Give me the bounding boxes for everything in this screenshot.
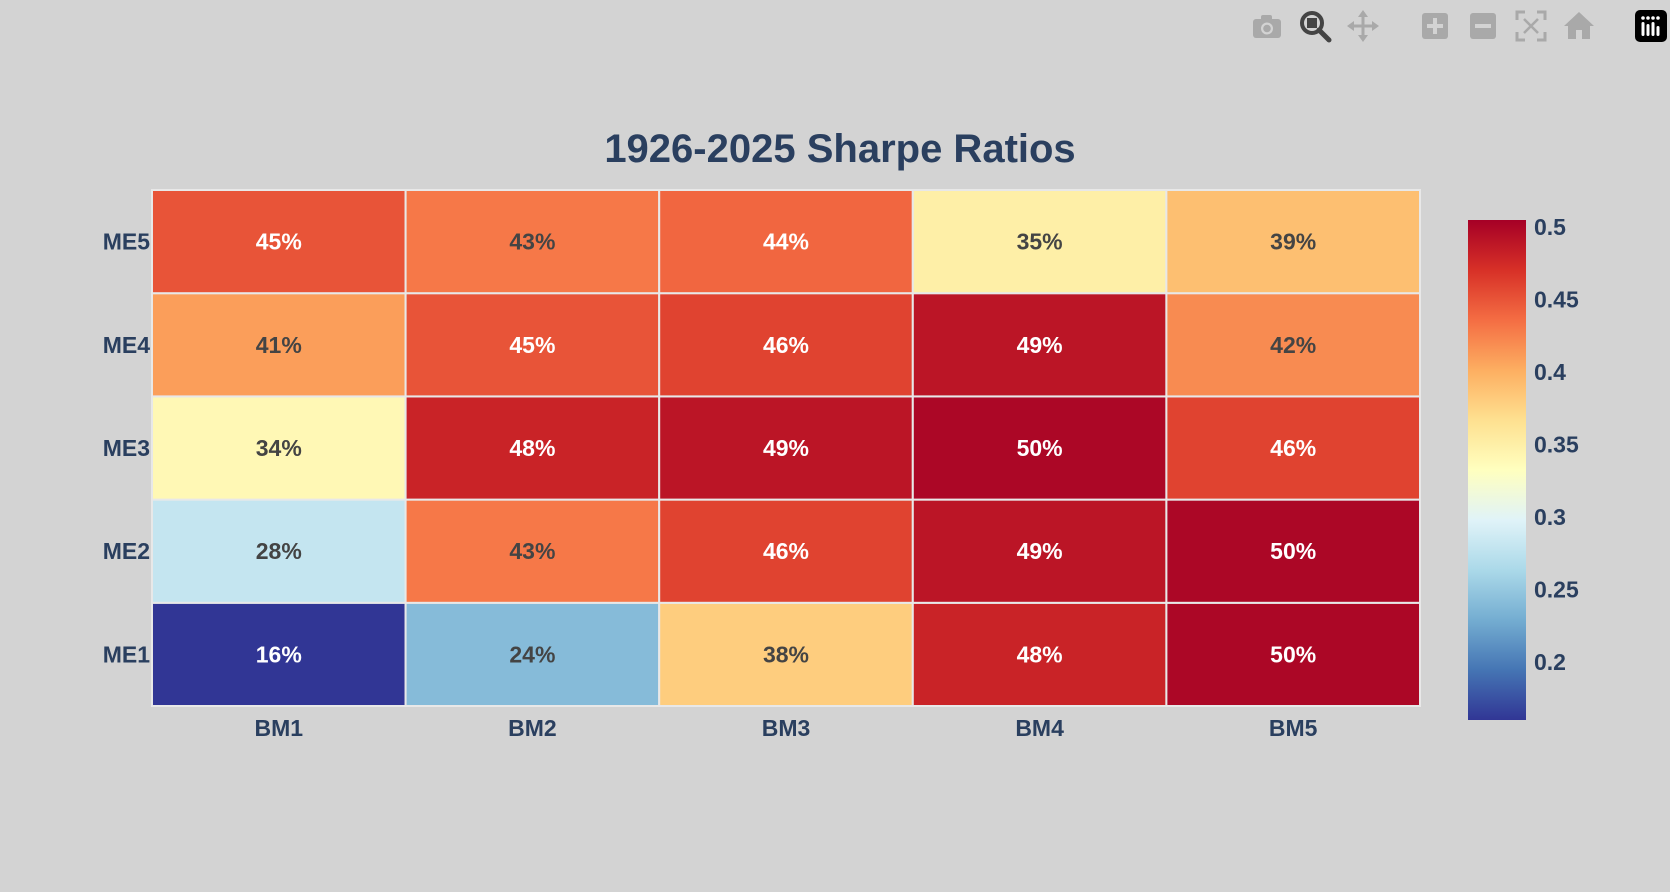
- heatmap-cell-me1-bm4[interactable]: [911, 601, 1168, 707]
- heatmap-cell-me5-bm5[interactable]: [1165, 189, 1422, 295]
- cell-label: 48%: [509, 435, 555, 461]
- zoom-in-button[interactable]: [1416, 7, 1454, 45]
- y-tick-label: ME2: [103, 538, 150, 564]
- camera-icon: [1250, 9, 1284, 43]
- heatmap-cell-me3-bm1[interactable]: [151, 395, 407, 501]
- autoscale-icon: [1514, 9, 1548, 43]
- heatmap-cells: 16% 24% 38% 48% 50% 28% 43% 46% 49% 50% 34% 48% 49% 5…: [151, 189, 1422, 707]
- plotly-logo-icon: [1634, 9, 1668, 43]
- cell-label: 50%: [1270, 641, 1316, 667]
- cell-label: 48%: [1017, 641, 1063, 667]
- colorbar-tick-label: 0.5: [1534, 214, 1566, 240]
- colorbar-tick-label: 0.2: [1534, 649, 1566, 675]
- cell-label: 49%: [763, 435, 809, 461]
- heatmap-cell-me2-bm5[interactable]: [1165, 498, 1422, 604]
- cell-label: 50%: [1017, 435, 1063, 461]
- pan-icon: [1346, 9, 1380, 43]
- colorbar-tick-label: 0.4: [1534, 359, 1566, 385]
- heatmap-cell-me4-bm1[interactable]: [151, 292, 407, 398]
- zoom-icon: [1298, 9, 1332, 43]
- cell-label: 38%: [763, 641, 809, 667]
- heatmap-cell-me2-bm2[interactable]: [404, 498, 661, 604]
- autoscale-button[interactable]: [1512, 7, 1550, 45]
- colorbar-tick-label: 0.25: [1534, 577, 1579, 603]
- cell-label: 24%: [509, 641, 555, 667]
- x-tick-label: BM2: [508, 715, 557, 741]
- chart-title: 1926-2025 Sharpe Ratios: [604, 127, 1075, 171]
- cell-label: 34%: [256, 435, 302, 461]
- pan-button[interactable]: [1344, 7, 1382, 45]
- cell-label: 41%: [256, 332, 302, 358]
- cell-label: 45%: [509, 332, 555, 358]
- zoom-out-icon: [1466, 9, 1500, 43]
- home-icon: [1562, 9, 1596, 43]
- cell-label: 43%: [509, 538, 555, 564]
- camera-button[interactable]: [1248, 7, 1286, 45]
- colorbar-tick-label: 0.35: [1534, 432, 1579, 458]
- cell-label: 49%: [1017, 538, 1063, 564]
- heatmap-cell-me3-bm2[interactable]: [404, 395, 661, 501]
- cell-label: 28%: [256, 538, 302, 564]
- zoom-in-icon: [1418, 9, 1452, 43]
- y-tick-label: ME1: [103, 641, 151, 667]
- heatmap-cell-me5-bm2[interactable]: [404, 189, 661, 295]
- zoom-out-button[interactable]: [1464, 7, 1502, 45]
- x-axis-ticks: BM1 BM2 BM3 BM4 BM5: [255, 715, 1318, 741]
- modebar: [1248, 6, 1670, 46]
- plotly-logo-button[interactable]: [1632, 7, 1670, 45]
- cell-label: 16%: [256, 641, 302, 667]
- x-tick-label: BM4: [1015, 715, 1064, 741]
- y-tick-label: ME4: [103, 332, 151, 358]
- heatmap-cell-me3-bm4[interactable]: [911, 395, 1168, 501]
- heatmap-cell-me1-bm1[interactable]: [151, 601, 407, 707]
- cell-label: 45%: [256, 229, 302, 255]
- colorbar: 0.2 0.25 0.3 0.35 0.4 0.45 0.5: [1468, 214, 1579, 720]
- y-tick-label: ME3: [103, 435, 150, 461]
- x-tick-label: BM1: [255, 715, 304, 741]
- cell-label: 42%: [1270, 332, 1316, 358]
- cell-label: 49%: [1017, 332, 1063, 358]
- home-button[interactable]: [1560, 7, 1598, 45]
- heatmap-cell-me1-bm3[interactable]: [658, 601, 914, 707]
- heatmap-cell-me2-bm3[interactable]: [658, 498, 914, 604]
- colorbar-tick-label: 0.45: [1534, 287, 1579, 313]
- cell-label: 46%: [763, 332, 809, 358]
- heatmap-cell-me2-bm4[interactable]: [911, 498, 1168, 604]
- y-tick-label: ME5: [103, 229, 151, 255]
- x-tick-label: BM5: [1269, 715, 1318, 741]
- heatmap-cell-me3-bm5[interactable]: [1165, 395, 1422, 501]
- cell-label: 39%: [1270, 229, 1316, 255]
- colorbar-gradient: [1468, 220, 1526, 720]
- cell-label: 35%: [1017, 229, 1063, 255]
- heatmap-cell-me4-bm3[interactable]: [658, 292, 914, 398]
- x-tick-label: BM3: [762, 715, 811, 741]
- cell-label: 50%: [1270, 538, 1316, 564]
- cell-label: 46%: [763, 538, 809, 564]
- cell-label: 46%: [1270, 435, 1316, 461]
- y-axis-ticks: ME1 ME2 ME3 ME4 ME5: [103, 229, 151, 668]
- cell-label: 43%: [509, 229, 555, 255]
- colorbar-tick-label: 0.3: [1534, 504, 1566, 530]
- cell-label: 44%: [763, 229, 809, 255]
- heatmap-cell-me4-bm5[interactable]: [1165, 292, 1422, 398]
- zoom-button[interactable]: [1296, 7, 1334, 45]
- heatmap-cell-me4-bm4[interactable]: [911, 292, 1168, 398]
